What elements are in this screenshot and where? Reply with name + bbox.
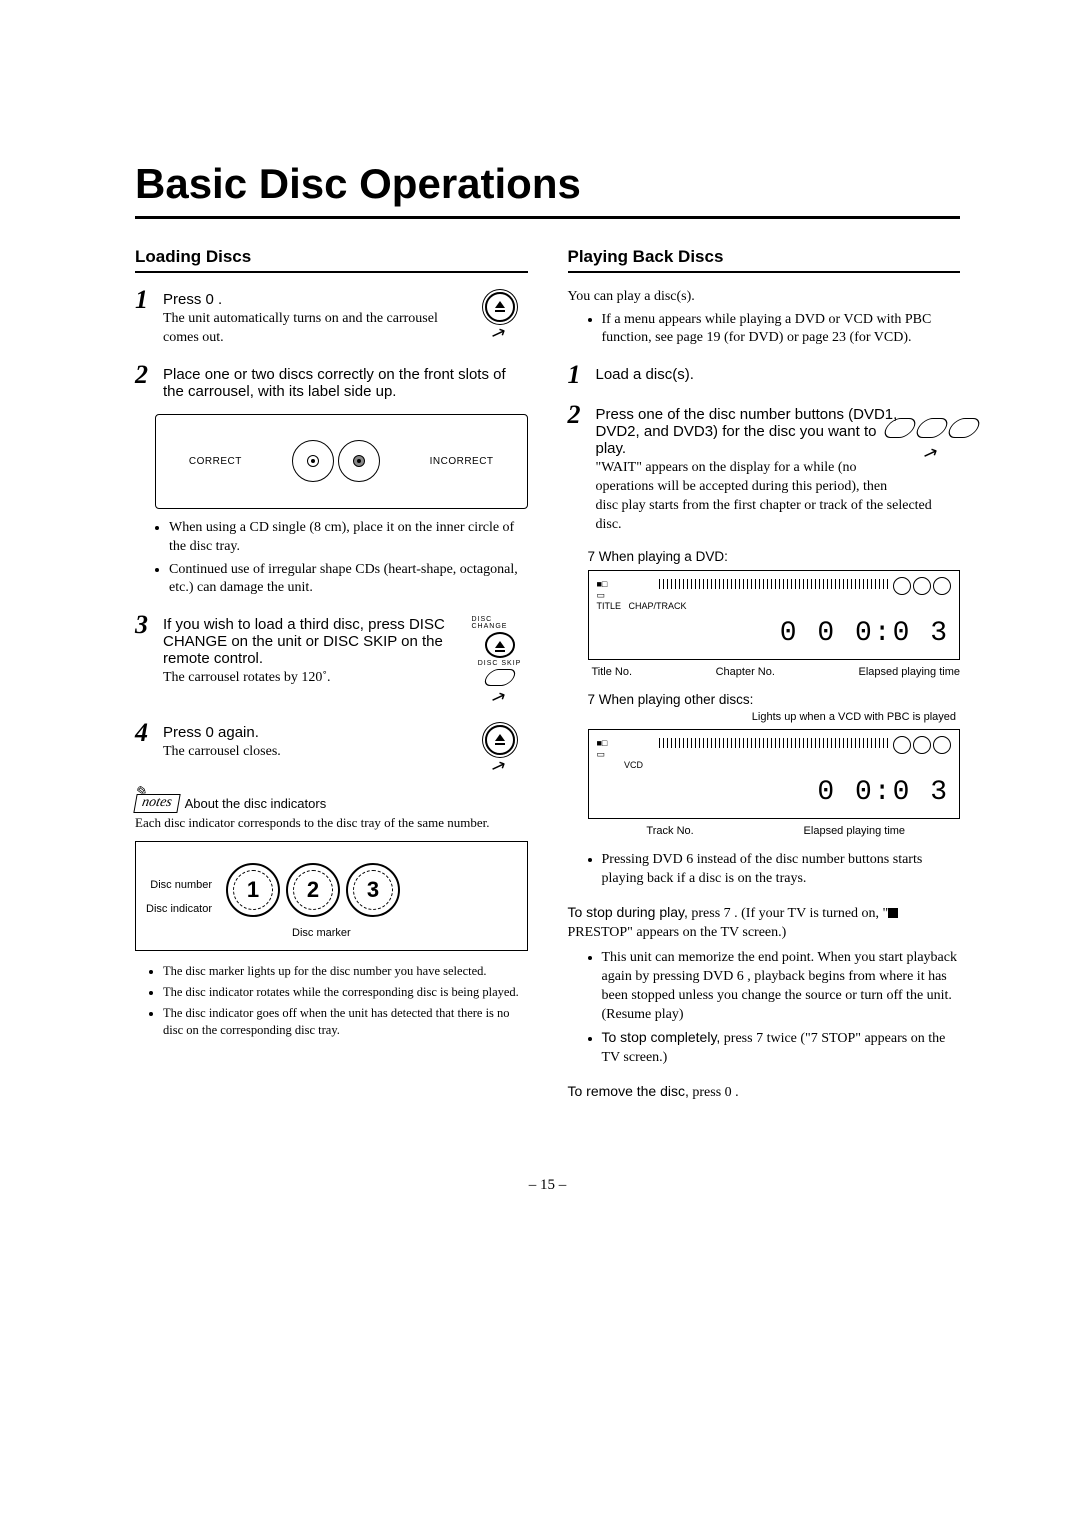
- notes-title: About the disc indicators: [185, 796, 327, 811]
- elapsed-time-label: Elapsed playing time: [804, 825, 906, 837]
- list-item: This unit can memorize the end point. Wh…: [602, 949, 961, 1025]
- indicator-notes-list: The disc marker lights up for the disc n…: [135, 963, 528, 1039]
- disc-indicator-figure: Disc number Disc indicator 1 2 3 Disc ma…: [135, 841, 528, 951]
- list-item: To stop completely, press 7 twice ("7 ST…: [602, 1028, 961, 1068]
- stop-icon: [888, 908, 898, 918]
- disc-icon-2: 2: [286, 863, 340, 917]
- dvd-lcd-readout: 0 0 0:0 3: [780, 618, 949, 649]
- loading-step-1: 1 Press 0 . The unit automatically turns…: [135, 287, 528, 348]
- eject-button-icon: [472, 724, 528, 780]
- disc-icon-3: 3: [346, 863, 400, 917]
- title-rule: [135, 216, 960, 219]
- intro-bullets: If a menu appears while playing a DVD or…: [568, 311, 961, 349]
- playing-rule: [568, 271, 961, 273]
- other-display-figure: ■□▭ VCD 0 0:0 3: [588, 729, 961, 819]
- disc-number-label: Disc number: [146, 873, 212, 897]
- step-number: 1: [135, 287, 155, 348]
- remove-disc: To remove the disc, press 0 .: [568, 1082, 961, 1103]
- pbc-note: Lights up when a VCD with PBC is played: [568, 711, 957, 723]
- dvd-number-buttons-icon: [904, 406, 960, 478]
- chapter-no-label: Chapter No.: [716, 666, 775, 678]
- right-column: Playing Back Discs You can play a disc(s…: [568, 247, 961, 1107]
- step-number: 4: [135, 720, 155, 780]
- list-item: Continued use of irregular shape CDs (he…: [169, 561, 528, 599]
- other-display-labels: Track No. Elapsed playing time: [592, 825, 961, 837]
- other-play-heading: 7 When playing other discs:: [588, 692, 961, 707]
- eject-button-icon: [472, 291, 528, 347]
- dvd-display-labels: Title No. Chapter No. Elapsed playing ti…: [592, 666, 961, 678]
- loading-heading: Loading Discs: [135, 247, 528, 267]
- correct-label: CORRECT: [189, 456, 242, 467]
- page-number: – 15 –: [135, 1177, 960, 1194]
- step-number: 1: [568, 362, 588, 388]
- disc-change-label: DISC CHANGE: [472, 616, 528, 630]
- elapsed-time-label: Elapsed playing time: [858, 666, 960, 678]
- list-item: When using a CD single (8 cm), place it …: [169, 519, 528, 557]
- disc-orientation-figure: CORRECT INCORRECT: [155, 414, 528, 509]
- notes-badge: notes: [133, 794, 180, 813]
- step-number: 2: [568, 402, 588, 535]
- manual-page: Basic Disc Operations Loading Discs 1 Pr…: [0, 0, 1080, 1529]
- step-number: 3: [135, 612, 155, 706]
- stop-bullets: This unit can memorize the end point. Wh…: [568, 949, 961, 1068]
- step-title: Place one or two discs correctly on the …: [163, 366, 528, 400]
- incorrect-label: INCORRECT: [430, 456, 494, 467]
- notes-header: notes About the disc indicators: [135, 794, 528, 813]
- stop-label: To stop during play,: [568, 904, 688, 920]
- disc-change-skip-icon: DISC CHANGE DISC SKIP: [472, 616, 528, 706]
- disc-incorrect-icon: [338, 440, 380, 482]
- list-item: The disc indicator rotates while the cor…: [163, 984, 528, 1001]
- stop-during-play: To stop during play, press 7 . (If your …: [568, 903, 961, 943]
- intro-text: You can play a disc(s).: [568, 287, 961, 307]
- step-number: 2: [135, 362, 155, 400]
- disc-icon-1: 1: [226, 863, 280, 917]
- loading-step-4: 4 Press 0 again. The carrousel closes.: [135, 720, 528, 780]
- list-item: Pressing DVD 6 instead of the disc numbe…: [602, 851, 961, 889]
- other-lcd-readout: 0 0:0 3: [817, 777, 949, 808]
- stop-completely-label: To stop completely,: [602, 1029, 721, 1045]
- disc-marker-label: Disc marker: [292, 927, 351, 939]
- notes-desc: Each disc indicator corresponds to the d…: [135, 815, 528, 831]
- loading-step-2: 2 Place one or two discs correctly on th…: [135, 362, 528, 400]
- page-title: Basic Disc Operations: [135, 160, 960, 208]
- track-no-label: Track No.: [646, 825, 693, 837]
- loading-rule: [135, 271, 528, 273]
- playing-heading: Playing Back Discs: [568, 247, 961, 267]
- remove-label: To remove the disc,: [568, 1083, 689, 1099]
- disc-correct-icon: [292, 440, 334, 482]
- title-no-label: Title No.: [592, 666, 633, 678]
- list-item: The disc marker lights up for the disc n…: [163, 963, 528, 980]
- loading-notes-list: When using a CD single (8 cm), place it …: [135, 519, 528, 599]
- dvd-display-figure: ■□▭TITLE CHAP/TRACK 0 0 0:0 3: [588, 570, 961, 660]
- disc-skip-label: DISC SKIP: [478, 660, 522, 667]
- left-column: Loading Discs 1 Press 0 . The unit autom…: [135, 247, 528, 1107]
- dvd-play-heading: 7 When playing a DVD:: [588, 549, 961, 564]
- loading-step-3: 3 DISC CHANGE DISC SKIP If you wish to l…: [135, 612, 528, 706]
- playing-step-1: 1 Load a disc(s).: [568, 362, 961, 388]
- list-item: The disc indicator goes off when the uni…: [163, 1005, 528, 1039]
- play-note-list: Pressing DVD 6 instead of the disc numbe…: [568, 851, 961, 889]
- two-column-layout: Loading Discs 1 Press 0 . The unit autom…: [135, 247, 960, 1107]
- disc-indicator-label: Disc indicator: [146, 897, 212, 921]
- playing-step-2: 2 Press one of the disc number buttons (…: [568, 402, 961, 535]
- step-title: Load a disc(s).: [596, 366, 961, 383]
- list-item: If a menu appears while playing a DVD or…: [602, 311, 961, 349]
